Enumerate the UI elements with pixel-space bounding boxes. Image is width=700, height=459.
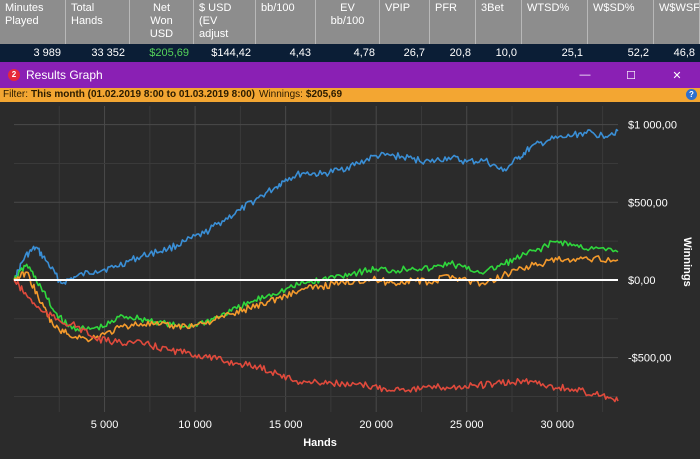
y-tick-label: $1 000,00 <box>628 120 677 132</box>
window-titlebar[interactable]: 2 Results Graph — ☐ ✕ <box>0 62 700 88</box>
col-header-minutes-played[interactable]: Minutes Played <box>0 0 66 44</box>
y-tick-label: -$500,00 <box>628 353 671 365</box>
cell-ev-bb-100: 4,78 <box>353 47 375 59</box>
cell-wtsd: 25,1 <box>561 47 583 59</box>
cell-3bet: 10,0 <box>495 47 517 59</box>
maximize-button[interactable]: ☐ <box>608 62 654 88</box>
x-tick-label: 30 000 <box>540 419 574 431</box>
filter-bar[interactable]: Filter: This month (01.02.2019 8:00 to 0… <box>0 88 700 102</box>
col-header-bb-100[interactable]: bb/100 <box>256 0 316 44</box>
x-tick-label: 15 000 <box>269 419 303 431</box>
stats-header-row: Minutes Played Total Hands Net Won USD $ US… <box>0 0 700 44</box>
y-axis-label: Winnings <box>681 237 693 286</box>
cell-usd-ev-adjusted: $144,42 <box>211 47 251 59</box>
results-graph: 5 000 10 000 15 000 20 000 25 000 30 000 $1 00… <box>0 102 700 456</box>
results-chart: 5 000 10 000 15 000 20 000 25 000 30 000 $1 00… <box>13 106 693 449</box>
col-header-wsd[interactable]: W$SD% <box>588 0 654 44</box>
y-tick-label: $0,00 <box>628 275 656 287</box>
col-header-3bet[interactable]: 3Bet <box>476 0 522 44</box>
cell-net-won-usd: $205,69 <box>149 47 189 59</box>
cell-total-hands: 33 352 <box>91 47 125 59</box>
window-title: Results Graph <box>26 68 103 82</box>
cell-minutes-played: 3 989 <box>33 47 61 59</box>
col-header-pfr[interactable]: PFR <box>430 0 476 44</box>
x-tick-label: 25 000 <box>450 419 484 431</box>
cell-wwsf: 46,8 <box>673 47 695 59</box>
col-header-wwsf[interactable]: W$WSF <box>654 0 700 44</box>
x-tick-label: 5 000 <box>91 419 119 431</box>
filter-value: This month (01.02.2019 8:00 to 01.03.201… <box>31 89 255 100</box>
winnings-label: Winnings: <box>259 89 303 100</box>
col-header-usd-ev-adjusted[interactable]: $ USD (EV adjust <box>194 0 256 44</box>
app-icon: 2 <box>8 69 20 81</box>
col-header-wtsd[interactable]: WTSD% <box>522 0 588 44</box>
x-tick-label: 10 000 <box>178 419 212 431</box>
cell-wsd: 52,2 <box>627 47 649 59</box>
plot-area <box>14 106 618 412</box>
y-tick-label: $500,00 <box>628 197 668 209</box>
cell-bb-100: 4,43 <box>289 47 311 59</box>
minimize-button[interactable]: — <box>562 62 608 88</box>
maximize-icon: ☐ <box>626 69 636 82</box>
cell-pfr: 20,8 <box>449 47 471 59</box>
x-tick-label: 20 000 <box>359 419 393 431</box>
winnings-value: $205,69 <box>305 89 343 100</box>
cell-vpip: 26,7 <box>403 47 425 59</box>
close-icon: ✕ <box>672 69 682 82</box>
series-line-2 <box>13 240 619 332</box>
col-header-net-won-usd[interactable]: Net Won USD <box>130 0 194 44</box>
series-line-1 <box>13 128 619 285</box>
window-controls: — ☐ ✕ <box>562 62 700 88</box>
help-icon[interactable]: ? <box>686 89 697 100</box>
stats-values-row: 3 989 33 352 $205,69 $144,42 4,43 4,78 26,7 20,… <box>0 44 700 62</box>
col-header-vpip[interactable]: VPIP <box>380 0 430 44</box>
close-button[interactable]: ✕ <box>654 62 700 88</box>
series-line-4 <box>13 279 619 403</box>
x-axis-label: Hands <box>303 437 337 449</box>
minimize-icon: — <box>579 69 591 81</box>
filter-label: Filter: <box>3 89 28 100</box>
col-header-ev-bb-100[interactable]: EV bb/100 <box>316 0 380 44</box>
col-header-total-hands[interactable]: Total Hands <box>66 0 130 44</box>
